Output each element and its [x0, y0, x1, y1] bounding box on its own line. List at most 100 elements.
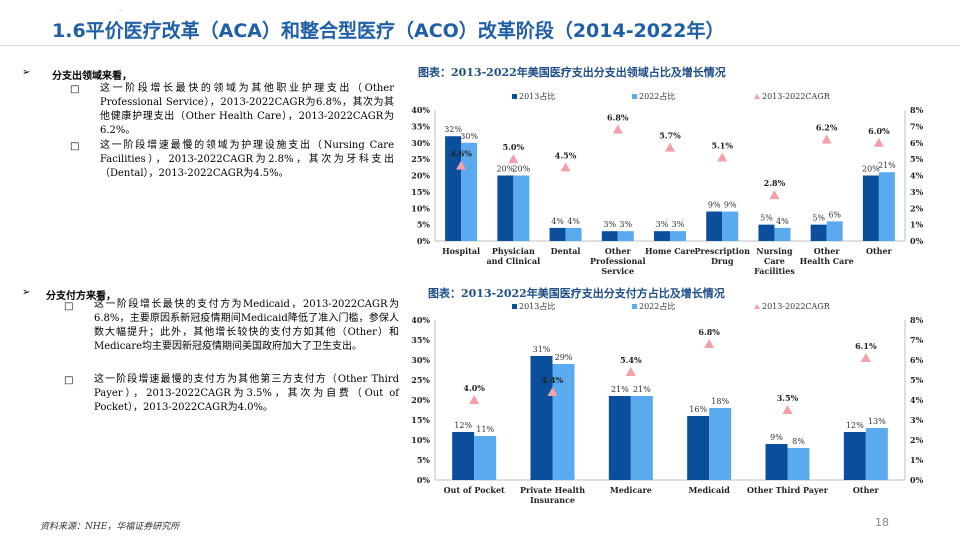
chart1-x-tick-label: Other	[866, 246, 893, 256]
chart1-cagr-marker	[769, 190, 780, 200]
chart2-cagr-label: 4.4%	[542, 375, 564, 385]
source-note: 资料来源：NHE，华福证券研究所	[40, 522, 180, 532]
chart1-y-tick-right: 1%	[910, 220, 924, 230]
chart2-data-label-2013: 16%	[689, 405, 707, 414]
chart2-y-tick-left: 25%	[411, 375, 430, 385]
chart1-legend-swatch-2013	[512, 94, 517, 99]
chart2-bar-2022	[787, 448, 810, 480]
page-number: 18	[875, 516, 889, 529]
chart2-cagr-label: 4.0%	[463, 383, 485, 393]
chart2-y-tick-right: 4%	[910, 395, 924, 405]
chart2-data-label-2022: 11%	[476, 425, 494, 434]
chart2-cagr-marker	[469, 395, 480, 404]
chart2-x-tick-label: Other	[853, 485, 880, 495]
chart2-data-label-2022: 18%	[711, 397, 729, 406]
chart1-bar-2013	[706, 211, 723, 241]
chart1-x-tick-label: Other	[814, 246, 841, 256]
chart1-y-tick-left: 35%	[411, 121, 430, 131]
chart1-y-tick-right: 0%	[910, 236, 924, 246]
chart1-bar-2022	[826, 221, 843, 241]
chart1-y-tick-left: 10%	[411, 203, 430, 213]
chart1-bar-2013	[497, 175, 514, 241]
chart1-cagr-marker	[456, 160, 467, 170]
chart1-data-label-2022: 9%	[724, 201, 737, 210]
chart1-y-tick-left: 25%	[411, 154, 430, 164]
chart1-cagr-label: 4.5%	[555, 150, 577, 160]
chart1-y-tick-right: 4%	[910, 171, 924, 181]
chart1-bar-2013	[810, 224, 827, 241]
chart1-cagr-marker	[717, 152, 728, 162]
square-bullet-icon: □	[70, 141, 80, 152]
chart1-bar-2022	[565, 227, 582, 241]
chart1-bar-2013	[758, 224, 775, 241]
chart1-cagr-label: 6.2%	[816, 122, 838, 132]
chart1-data-label-2022: 30%	[460, 132, 478, 141]
chart1-cagr-label: 5.0%	[503, 142, 525, 152]
chart1-data-label-2022: 3%	[672, 220, 685, 229]
chart1-cagr-label: 6.8%	[607, 113, 629, 123]
chart2-cagr-marker	[860, 353, 871, 362]
chart2-legend-2013: 2013占比	[519, 301, 555, 311]
chart1-x-tick-label: Home Care	[645, 246, 695, 256]
chart2-y-tick-left: 30%	[411, 355, 430, 365]
chart1-data-label-2013: 20%	[496, 165, 514, 174]
section2-bullet-2: 这一阶段增速最慢的支付方为其他第三方支付方（Other Third Payer）…	[94, 374, 399, 413]
chart1-bar-2013	[601, 231, 618, 241]
chart1-bar-2022	[461, 142, 478, 241]
section2-heading: 分支付方来看，	[46, 291, 116, 302]
chart1-cagr-label: 2.8%	[764, 178, 786, 188]
chart1-bar-2022	[513, 175, 530, 241]
chart1-cagr-marker	[873, 137, 884, 147]
chart1-y-tick-left: 40%	[411, 105, 430, 115]
chart2-bar-2022	[709, 408, 732, 480]
chart1-x-tick-label: Hospital	[442, 246, 480, 256]
chart1-bar-2022	[670, 231, 686, 241]
chart2-bar-2013	[843, 432, 866, 480]
chart1-x-tick-label: and Clinical	[486, 256, 540, 266]
chart2-x-tick-label: Insurance	[530, 495, 575, 505]
section1-bullet-1: 这一阶段增长最快的领域为其他职业护理支出（Other Professional …	[100, 83, 394, 136]
chart1-bar-2013	[445, 136, 462, 241]
chart1-data-label-2013: 20%	[862, 165, 880, 174]
chart2-x-tick-label: Other Third Payer	[747, 485, 829, 495]
chart2-bar-2013	[687, 416, 710, 480]
chart2-cagr-label: 3.5%	[777, 393, 799, 403]
chart2-data-label-2022: 8%	[792, 437, 805, 446]
chart1-x-tick-label: Health Care	[800, 256, 854, 266]
arrow-bullet-icon: ➢	[22, 67, 31, 78]
chart2-data-label-2013: 12%	[846, 421, 864, 430]
chart2-y-tick-right: 1%	[910, 455, 924, 465]
chart2-y-tick-left: 40%	[411, 315, 430, 325]
chart1-x-tick-label: Physician	[492, 246, 535, 256]
chart1-bar-2022	[774, 227, 791, 241]
section1-bullet-2: 这一阶段增速最慢的领域为护理设施支出（Nursing Care Faciliti…	[100, 140, 394, 179]
chart1-legend-2022: 2022占比	[639, 91, 675, 101]
chart2-y-tick-right: 2%	[910, 435, 924, 445]
chart1-cagr-marker	[612, 124, 623, 134]
chart1-cagr-marker	[508, 154, 519, 164]
chart1-y-tick-right: 7%	[910, 121, 924, 131]
chart1-legend-swatch-cagr	[754, 94, 760, 99]
chart2-cagr-label: 6.8%	[698, 327, 720, 337]
chart1-data-label-2013: 32%	[444, 125, 462, 134]
chart2-bar-2013	[608, 396, 631, 480]
page-title: 1.6平价医疗改革（ACA）和整合型医疗（ACO）改革阶段（2014-2022年…	[52, 20, 725, 42]
chart1-cagr-label: 4.6%	[450, 149, 472, 159]
arrow-bullet-icon: ➢	[22, 287, 31, 298]
chart2-data-label-2022: 13%	[868, 417, 886, 426]
title-dots: ..	[119, 6, 123, 13]
chart2-y-tick-left: 15%	[411, 415, 430, 425]
chart1-bar-2013	[549, 227, 566, 241]
chart2-bar-2013	[765, 444, 788, 480]
square-bullet-icon: □	[64, 375, 74, 386]
chart1-x-tick-label: Professional	[590, 256, 646, 266]
chart2-data-label-2022: 29%	[555, 353, 573, 362]
chart1-cagr-marker	[665, 142, 675, 152]
chart2-x-tick-label: Medicaid	[689, 485, 731, 495]
chart2-cagr-marker	[547, 387, 558, 396]
chart2-y-tick-right: 5%	[910, 375, 924, 385]
chart2-y-tick-left: 20%	[411, 395, 430, 405]
chart2-data-label-2022: 21%	[633, 385, 651, 394]
chart2-x-tick-label: Out of Pocket	[444, 485, 505, 495]
chart1-data-label-2022: 21%	[878, 161, 896, 170]
